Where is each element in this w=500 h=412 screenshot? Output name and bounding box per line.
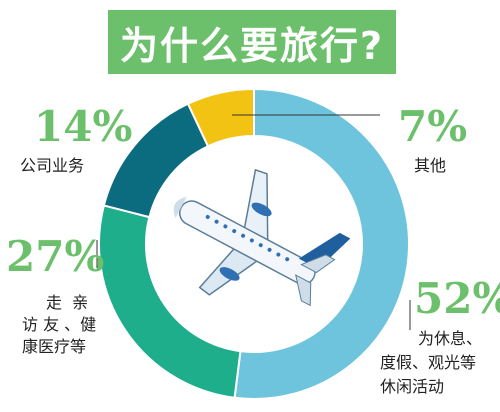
label-business: 公司业务 bbox=[20, 156, 85, 175]
slice-other bbox=[186, 87, 255, 148]
label-visit-line3: 康医疗等 bbox=[22, 337, 87, 356]
label-leisure-line2: 度假、观光等 bbox=[380, 353, 477, 372]
slice-leisure bbox=[233, 87, 410, 400]
label-visit-line1: 走 亲 bbox=[46, 293, 89, 312]
pct-business: 14% bbox=[34, 102, 133, 151]
chart-title: 为什么要旅行? bbox=[119, 23, 385, 68]
title-banner: 为什么要旅行? bbox=[108, 10, 396, 74]
pct-leisure: 52% bbox=[414, 274, 500, 323]
pct-other: 7% bbox=[398, 102, 468, 151]
label-leisure-line1: 为休息、 bbox=[418, 329, 483, 348]
label-other: 其他 bbox=[414, 156, 447, 175]
label-visit-line2: 访 友 、健 bbox=[22, 315, 97, 334]
label-leisure-line3: 休闲活动 bbox=[380, 377, 445, 396]
airplane-icon bbox=[173, 168, 351, 307]
pct-visit: 27% bbox=[6, 232, 105, 281]
